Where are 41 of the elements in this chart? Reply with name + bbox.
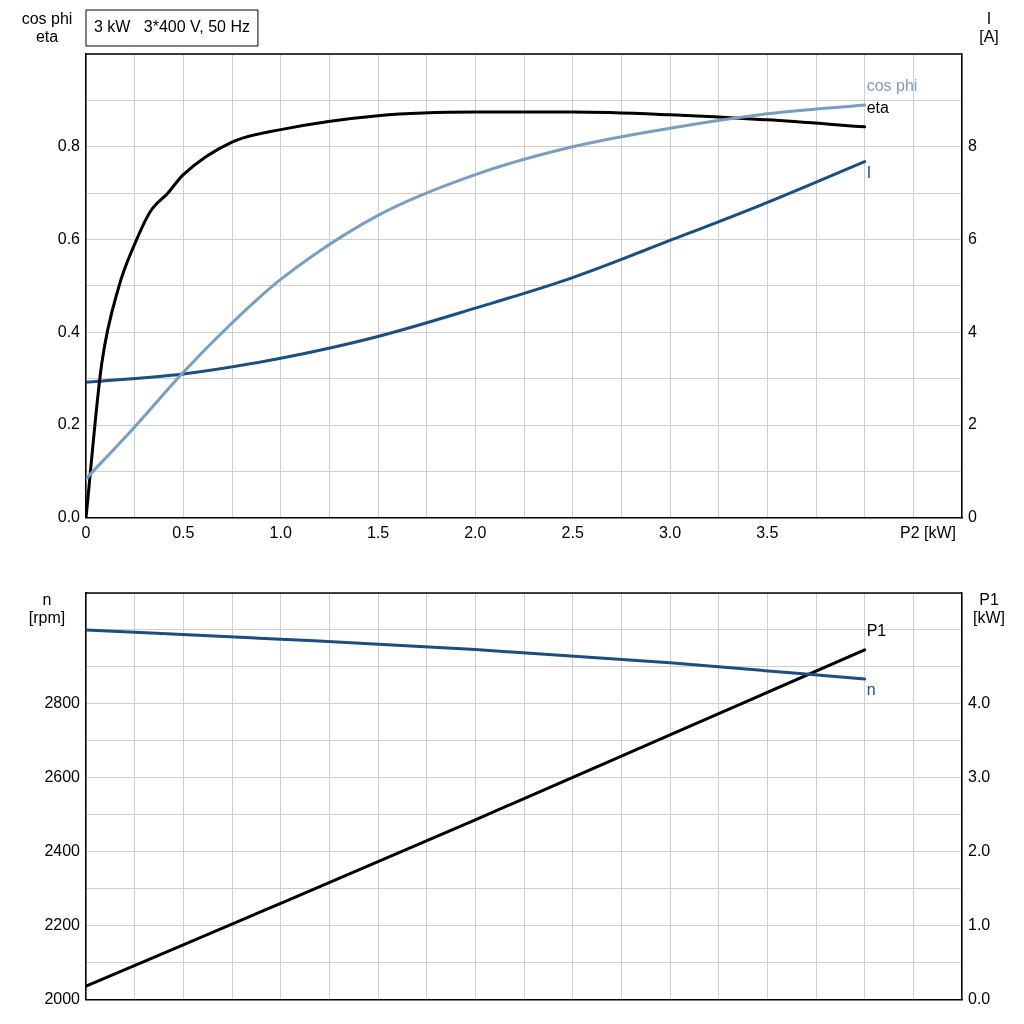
y2-axis-title: P1 [kW] <box>973 591 1005 627</box>
y-tick-label: 0.6 <box>57 229 81 247</box>
y2-tick-label: 1.0 <box>968 915 991 933</box>
chart-title: 3 kW 3*400 V, 50 Hz <box>94 18 250 36</box>
y2-tick-label: 0 <box>968 508 977 526</box>
x-tick-label: 0 <box>81 523 91 541</box>
x-tick-label: 1.0 <box>269 523 292 541</box>
y-tick-label: 2000 <box>44 989 81 1007</box>
x-tick-label: 0.5 <box>172 523 195 541</box>
y-axis-title: cos phi eta <box>21 10 73 46</box>
y-tick-label: 0.0 <box>57 508 81 526</box>
y-tick-label: 2200 <box>44 915 81 933</box>
y2-tick-label: 0.0 <box>968 989 991 1007</box>
y2-tick-label: 8 <box>968 137 977 155</box>
series-label: cos phi <box>866 77 918 95</box>
y2-tick-label: 4 <box>968 322 977 340</box>
y-tick-label: 0.4 <box>57 322 81 340</box>
y2-axis-title: I [A] <box>979 10 999 46</box>
series-label: P1 <box>866 622 887 640</box>
y2-tick-label: 2.0 <box>968 842 991 860</box>
y-tick-label: 2600 <box>44 768 81 786</box>
y-tick-label: 0.2 <box>57 415 81 433</box>
y-tick-label: 2400 <box>44 842 81 860</box>
y2-tick-label: 3.0 <box>968 768 991 786</box>
x-tick-label: 3.0 <box>658 523 682 541</box>
series-label: n <box>866 681 876 699</box>
series-label: eta <box>866 99 890 117</box>
x-tick-label: 2.0 <box>464 523 487 541</box>
y2-tick-label: 6 <box>968 229 977 247</box>
y-axis-title: n [rpm] <box>28 591 66 627</box>
line-series <box>86 628 867 681</box>
x-tick-label: 3.5 <box>756 523 779 541</box>
y-tick-label: 2800 <box>44 694 81 712</box>
x-tick-label: 2.5 <box>561 523 584 541</box>
y2-tick-label: 4.0 <box>968 694 991 712</box>
series-label: I <box>866 164 872 182</box>
y-tick-label: 0.8 <box>57 137 81 155</box>
x-axis-title: P2 [kW] <box>899 524 956 542</box>
x-tick-label: 1.5 <box>366 523 390 541</box>
y2-tick-label: 2 <box>968 415 977 433</box>
line-series <box>86 160 867 384</box>
